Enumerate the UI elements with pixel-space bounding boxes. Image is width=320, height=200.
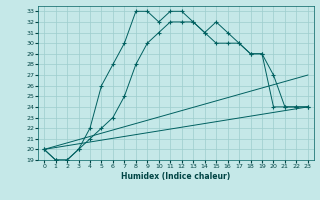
X-axis label: Humidex (Indice chaleur): Humidex (Indice chaleur) (121, 172, 231, 181)
